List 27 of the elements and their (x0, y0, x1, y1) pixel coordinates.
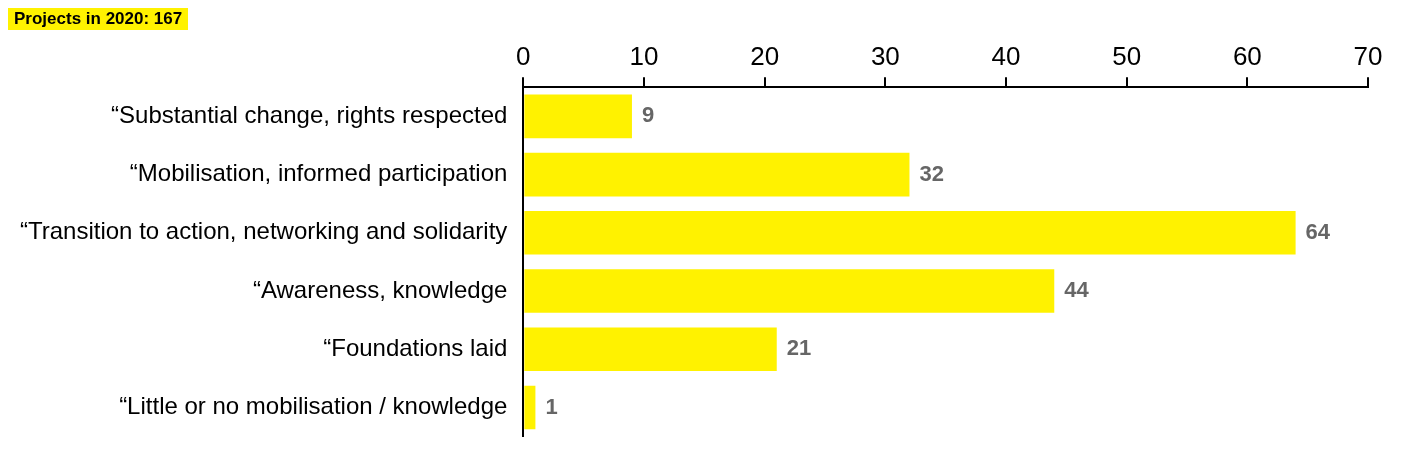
y-tick-label: “Mobilisation, informed participation (129, 159, 508, 187)
y-tick-label: “Substantial change, rights respected (111, 100, 508, 128)
x-tick-label: 40 (991, 40, 1021, 71)
bar (524, 210, 1296, 255)
data-label: 1 (545, 393, 558, 419)
x-tick-label: 0 (516, 40, 531, 71)
x-tick-label: 50 (1112, 40, 1142, 71)
bar (524, 152, 910, 197)
y-tick-label: “Transition to action, networking and solidarity (19, 217, 508, 245)
data-label: 44 (1064, 277, 1090, 303)
y-tick-label: “Little or no mobilisation / knowledge (119, 392, 508, 420)
bar (524, 269, 1055, 313)
bar (524, 385, 536, 430)
x-tick-label: 60 (1232, 40, 1262, 71)
bar (524, 327, 777, 372)
x-tick-label: 70 (1353, 40, 1383, 71)
x-tick-label: 30 (870, 40, 900, 71)
bar (524, 94, 632, 139)
data-label: 32 (919, 160, 944, 186)
y-tick-label: “Foundations laid (323, 333, 508, 361)
data-label: 64 (1305, 218, 1331, 244)
text: Projects in 2020: 167 (8, 8, 189, 30)
data-label: 21 (786, 335, 812, 361)
data-label: 9 (641, 102, 655, 128)
x-tick-label: 20 (750, 40, 780, 71)
x-tick-label: 10 (629, 40, 659, 71)
y-tick-label: “Awareness, knowledge (252, 275, 508, 303)
